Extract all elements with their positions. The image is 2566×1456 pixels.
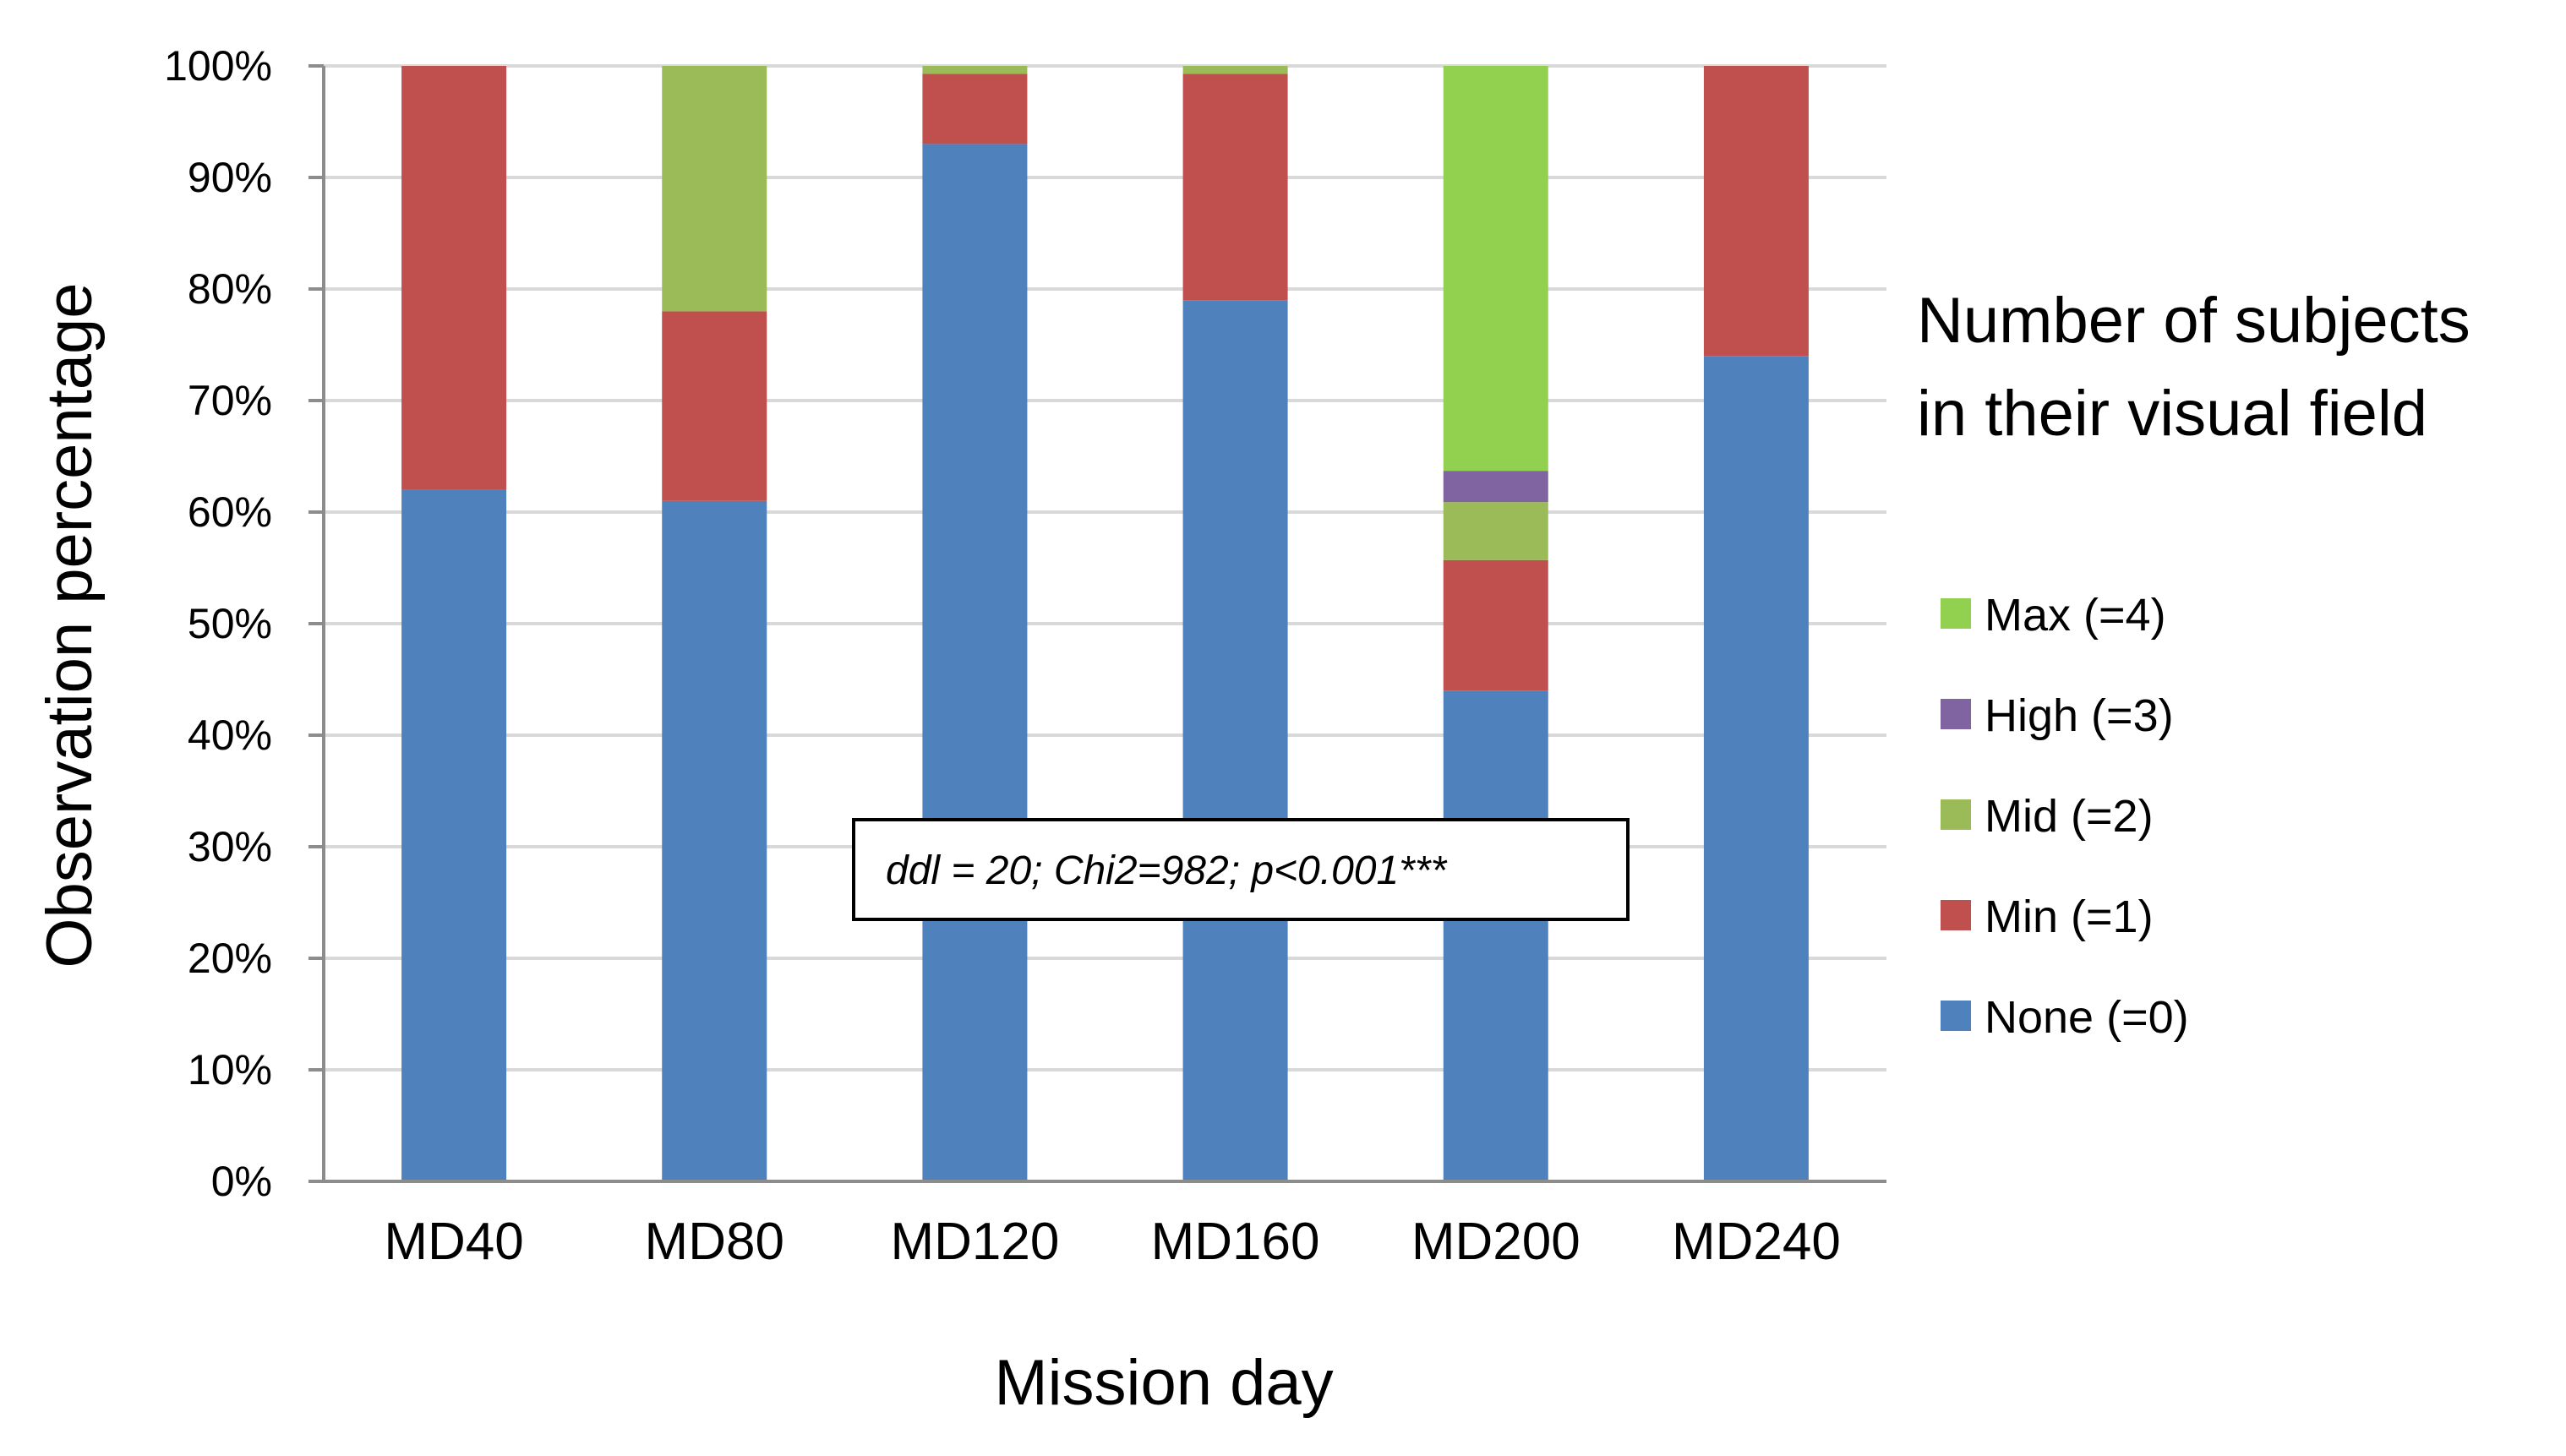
y-tick-label: 0% <box>211 1158 272 1205</box>
bar-segment-md240-none <box>1703 356 1809 1181</box>
legend-label: Min (=1) <box>1985 892 2154 942</box>
legend-label: Max (=4) <box>1985 590 2166 641</box>
bar-segment-md200-high <box>1443 471 1548 503</box>
bar-segment-md120-none <box>922 144 1028 1181</box>
bar-segment-md40-min <box>401 66 507 490</box>
bar-segment-md160-mid <box>1182 66 1288 74</box>
y-tick-label: 20% <box>188 935 272 982</box>
y-tick-labels: 0% 10% 20% 30% 40% 50% 60% 70% 80% 90% 100% <box>164 42 272 1205</box>
annotation-box: ddl = 20; Chi2=982; p<0.001*** <box>852 818 1630 921</box>
x-axis-title: Mission day <box>994 1347 1333 1419</box>
legend-swatch <box>1941 799 1971 830</box>
legend-label: Mid (=2) <box>1985 791 2154 842</box>
y-tick-label: 90% <box>188 154 272 201</box>
gridlines <box>308 64 1886 1183</box>
bar-segment-md240-min <box>1703 66 1809 357</box>
legend-swatch <box>1941 699 1971 729</box>
legend-label: None (=0) <box>1985 992 2189 1043</box>
y-tick-label: 80% <box>188 265 272 313</box>
y-tick-label: 30% <box>188 823 272 870</box>
x-tick-label: MD200 <box>1411 1213 1581 1271</box>
x-tick-label: MD160 <box>1151 1213 1320 1271</box>
y-tick-label: 40% <box>188 712 272 759</box>
bar-segment-md200-mid <box>1443 502 1548 560</box>
x-tick-label: MD80 <box>645 1213 784 1271</box>
bar-segment-md120-mid <box>922 66 1028 74</box>
bar-segment-md200-max <box>1443 66 1548 472</box>
x-tick-label: MD40 <box>384 1213 523 1271</box>
legend-swatch <box>1941 598 1971 629</box>
bar-segment-md80-min <box>662 311 767 501</box>
bar-segment-md200-min <box>1443 559 1548 691</box>
bar-segment-md200-none <box>1443 690 1548 1181</box>
y-tick-label: 100% <box>164 42 272 90</box>
legend-swatch <box>1941 900 1971 930</box>
y-tick-label: 10% <box>188 1046 272 1093</box>
annotation-text: ddl = 20; Chi2=982; p<0.001*** <box>886 848 1448 893</box>
axes <box>322 66 1886 1183</box>
y-tick-label: 50% <box>188 600 272 647</box>
x-tick-label: MD120 <box>890 1213 1059 1271</box>
bars <box>401 66 1809 1182</box>
legend-label: High (=3) <box>1985 690 2174 741</box>
bar-segment-md80-mid <box>662 66 767 312</box>
bar-segment-md80-none <box>662 500 767 1181</box>
y-tick-label: 60% <box>188 488 272 536</box>
bar-segment-md120-min <box>922 74 1028 145</box>
legend-swatch <box>1941 1001 1971 1031</box>
x-tick-labels: MD40 MD80 MD120 MD160 MD200 MD240 <box>384 1213 1840 1271</box>
y-axis-title: Observation percentage <box>34 282 106 968</box>
legend: Number of subjects in their visual field… <box>1917 285 2470 1043</box>
x-tick-label: MD240 <box>1672 1213 1841 1271</box>
bar-segment-md160-min <box>1182 74 1288 301</box>
y-tick-label: 70% <box>188 377 272 424</box>
legend-title-line-1: Number of subjects <box>1917 285 2470 357</box>
legend-title-line-2: in their visual field <box>1917 378 2427 450</box>
bar-segment-md160-none <box>1182 300 1288 1182</box>
bar-segment-md40-none <box>401 489 507 1181</box>
legend-items: Max (=4) High (=3) Mid (=2) Min (=1) None (=… <box>1941 590 2189 1043</box>
